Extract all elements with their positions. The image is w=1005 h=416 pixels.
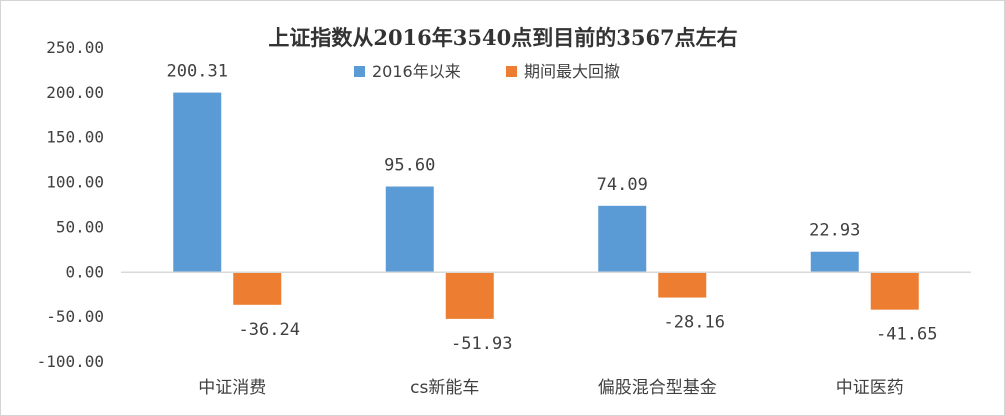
data-labels: 200.31 -36.24 95.60 -51.93 74.09 -28.16 22.93 -… xyxy=(167,62,938,354)
x-axis-category-labels: 中证消费 cs新能车 偏股混合型基金 中证医药 xyxy=(198,378,904,398)
y-tick-label: -50.00 xyxy=(46,307,104,326)
x-category-label: 中证消费 xyxy=(198,378,266,398)
y-tick-label: 0.00 xyxy=(65,262,104,281)
y-tick-label: 100.00 xyxy=(46,173,104,192)
data-label: 200.31 xyxy=(167,62,228,82)
y-tick-label: 150.00 xyxy=(46,128,104,147)
bar-max-drawdown xyxy=(233,272,282,305)
y-axis-tick-labels: 250.00 200.00 150.00 100.00 50.00 0.00 -50.00 -… xyxy=(37,38,104,371)
bar-max-drawdown xyxy=(870,272,919,310)
x-category-label: 偏股混合型基金 xyxy=(598,378,717,398)
y-tick-label: 50.00 xyxy=(56,217,104,236)
data-label: -36.24 xyxy=(239,320,300,340)
y-tick-label: 200.00 xyxy=(46,83,104,102)
bar-max-drawdown xyxy=(658,272,707,298)
data-label: 22.93 xyxy=(809,221,860,241)
data-label: -51.93 xyxy=(451,334,512,354)
data-label: 95.60 xyxy=(384,156,435,176)
bar-since-2016 xyxy=(598,205,647,273)
legend-label-max-drawdown: 期间最大回撤 xyxy=(524,62,620,81)
x-category-label: cs新能车 xyxy=(410,378,479,398)
legend: 2016年以来 期间最大回撤 xyxy=(354,62,620,81)
x-category-label: 中证医药 xyxy=(836,378,904,398)
bar-since-2016 xyxy=(810,251,859,273)
chart-title: 上证指数从2016年3540点到目前的3567点左右 xyxy=(268,25,737,50)
y-tick-label: 250.00 xyxy=(46,38,104,57)
data-label: -41.65 xyxy=(876,325,937,345)
y-tick-label: -100.00 xyxy=(37,352,104,371)
bars xyxy=(173,92,919,319)
data-label: -28.16 xyxy=(664,313,725,333)
bar-max-drawdown xyxy=(445,272,494,319)
legend-swatch-max-drawdown xyxy=(506,66,517,77)
data-label: 74.09 xyxy=(597,175,648,195)
bar-since-2016 xyxy=(385,186,434,273)
bar-since-2016 xyxy=(173,92,222,273)
legend-swatch-2016 xyxy=(354,66,365,77)
legend-label-2016: 2016年以来 xyxy=(372,62,461,81)
